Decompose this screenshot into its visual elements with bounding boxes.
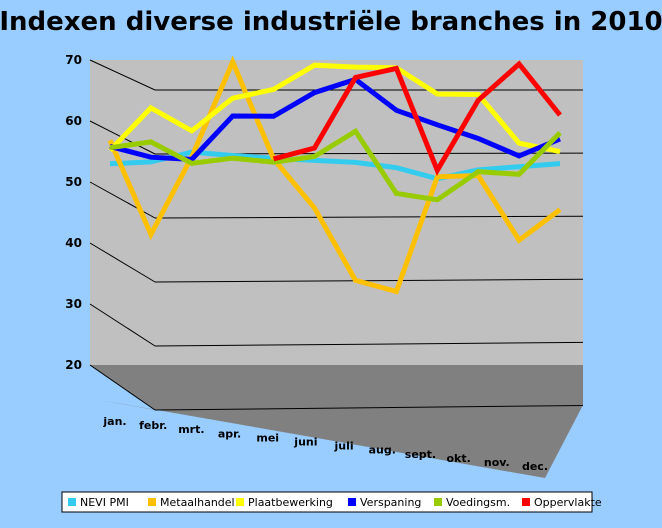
x-tick-label: febr. [139, 419, 167, 432]
grid-line-left [89, 59, 156, 91]
y-tick-label: 50 [65, 175, 82, 189]
grid-line [154, 405, 584, 411]
grid-line-left [89, 364, 156, 411]
y-tick-label: 70 [65, 53, 82, 67]
legend-label: Oppervlakte [534, 496, 602, 509]
grid-line-left [89, 303, 156, 347]
chart-title: Indexen diverse industriële branches in … [0, 7, 662, 37]
y-tick-label: 60 [65, 114, 82, 128]
left-wall [90, 60, 155, 410]
x-tick-label: jan. [102, 415, 126, 428]
legend-label: NEVI PMI [80, 496, 129, 509]
legend-swatch [522, 498, 530, 506]
grid-line [154, 215, 584, 219]
grid-line [154, 341, 584, 347]
legend-swatch [434, 498, 442, 506]
floor [90, 365, 583, 410]
legend-label: Voedingsm. [446, 496, 510, 509]
legend-items: NEVI PMI Metaalhandel Plaatbewerking Verspa… [68, 496, 602, 509]
x-axis: jan. febr. mrt. apr. mei juni juli aug. sept. okt… [102, 415, 548, 473]
series-line [109, 149, 561, 182]
grid-line-left [89, 242, 156, 283]
legend-swatch [236, 498, 244, 506]
y-axis: 20 30 40 50 60 70 [65, 53, 82, 372]
floor-front [100, 400, 583, 478]
x-tick-label: mrt. [178, 423, 204, 436]
y-tick-label: 30 [65, 297, 82, 311]
series-group [107, 55, 562, 295]
legend-swatch [148, 498, 156, 506]
x-tick-label: apr. [218, 427, 241, 440]
legend [61, 491, 593, 513]
x-tick-label: juli [334, 440, 354, 453]
x-tick-label: juni [293, 436, 317, 449]
grid-line [154, 278, 584, 283]
x-tick-label: okt. [446, 452, 470, 465]
y-tick-label: 40 [65, 236, 82, 250]
y-tick-label: 20 [65, 358, 82, 372]
x-tick-label: aug. [369, 444, 396, 457]
legend-label: Plaatbewerking [248, 496, 333, 509]
legend-swatch [348, 498, 356, 506]
legend-swatch [68, 498, 76, 506]
legend-label: Verspaning [360, 496, 421, 509]
series-line [107, 55, 562, 295]
x-tick-label: sept. [405, 448, 436, 461]
series-line [108, 62, 561, 155]
legend-label: Metaalhandel [160, 496, 235, 509]
series-line [109, 127, 562, 203]
x-tick-label: nov. [484, 456, 510, 469]
x-tick-label: mei [256, 431, 279, 444]
grid-line-left [89, 181, 156, 219]
x-tick-label: dec. [522, 460, 548, 473]
series-line [272, 60, 562, 176]
